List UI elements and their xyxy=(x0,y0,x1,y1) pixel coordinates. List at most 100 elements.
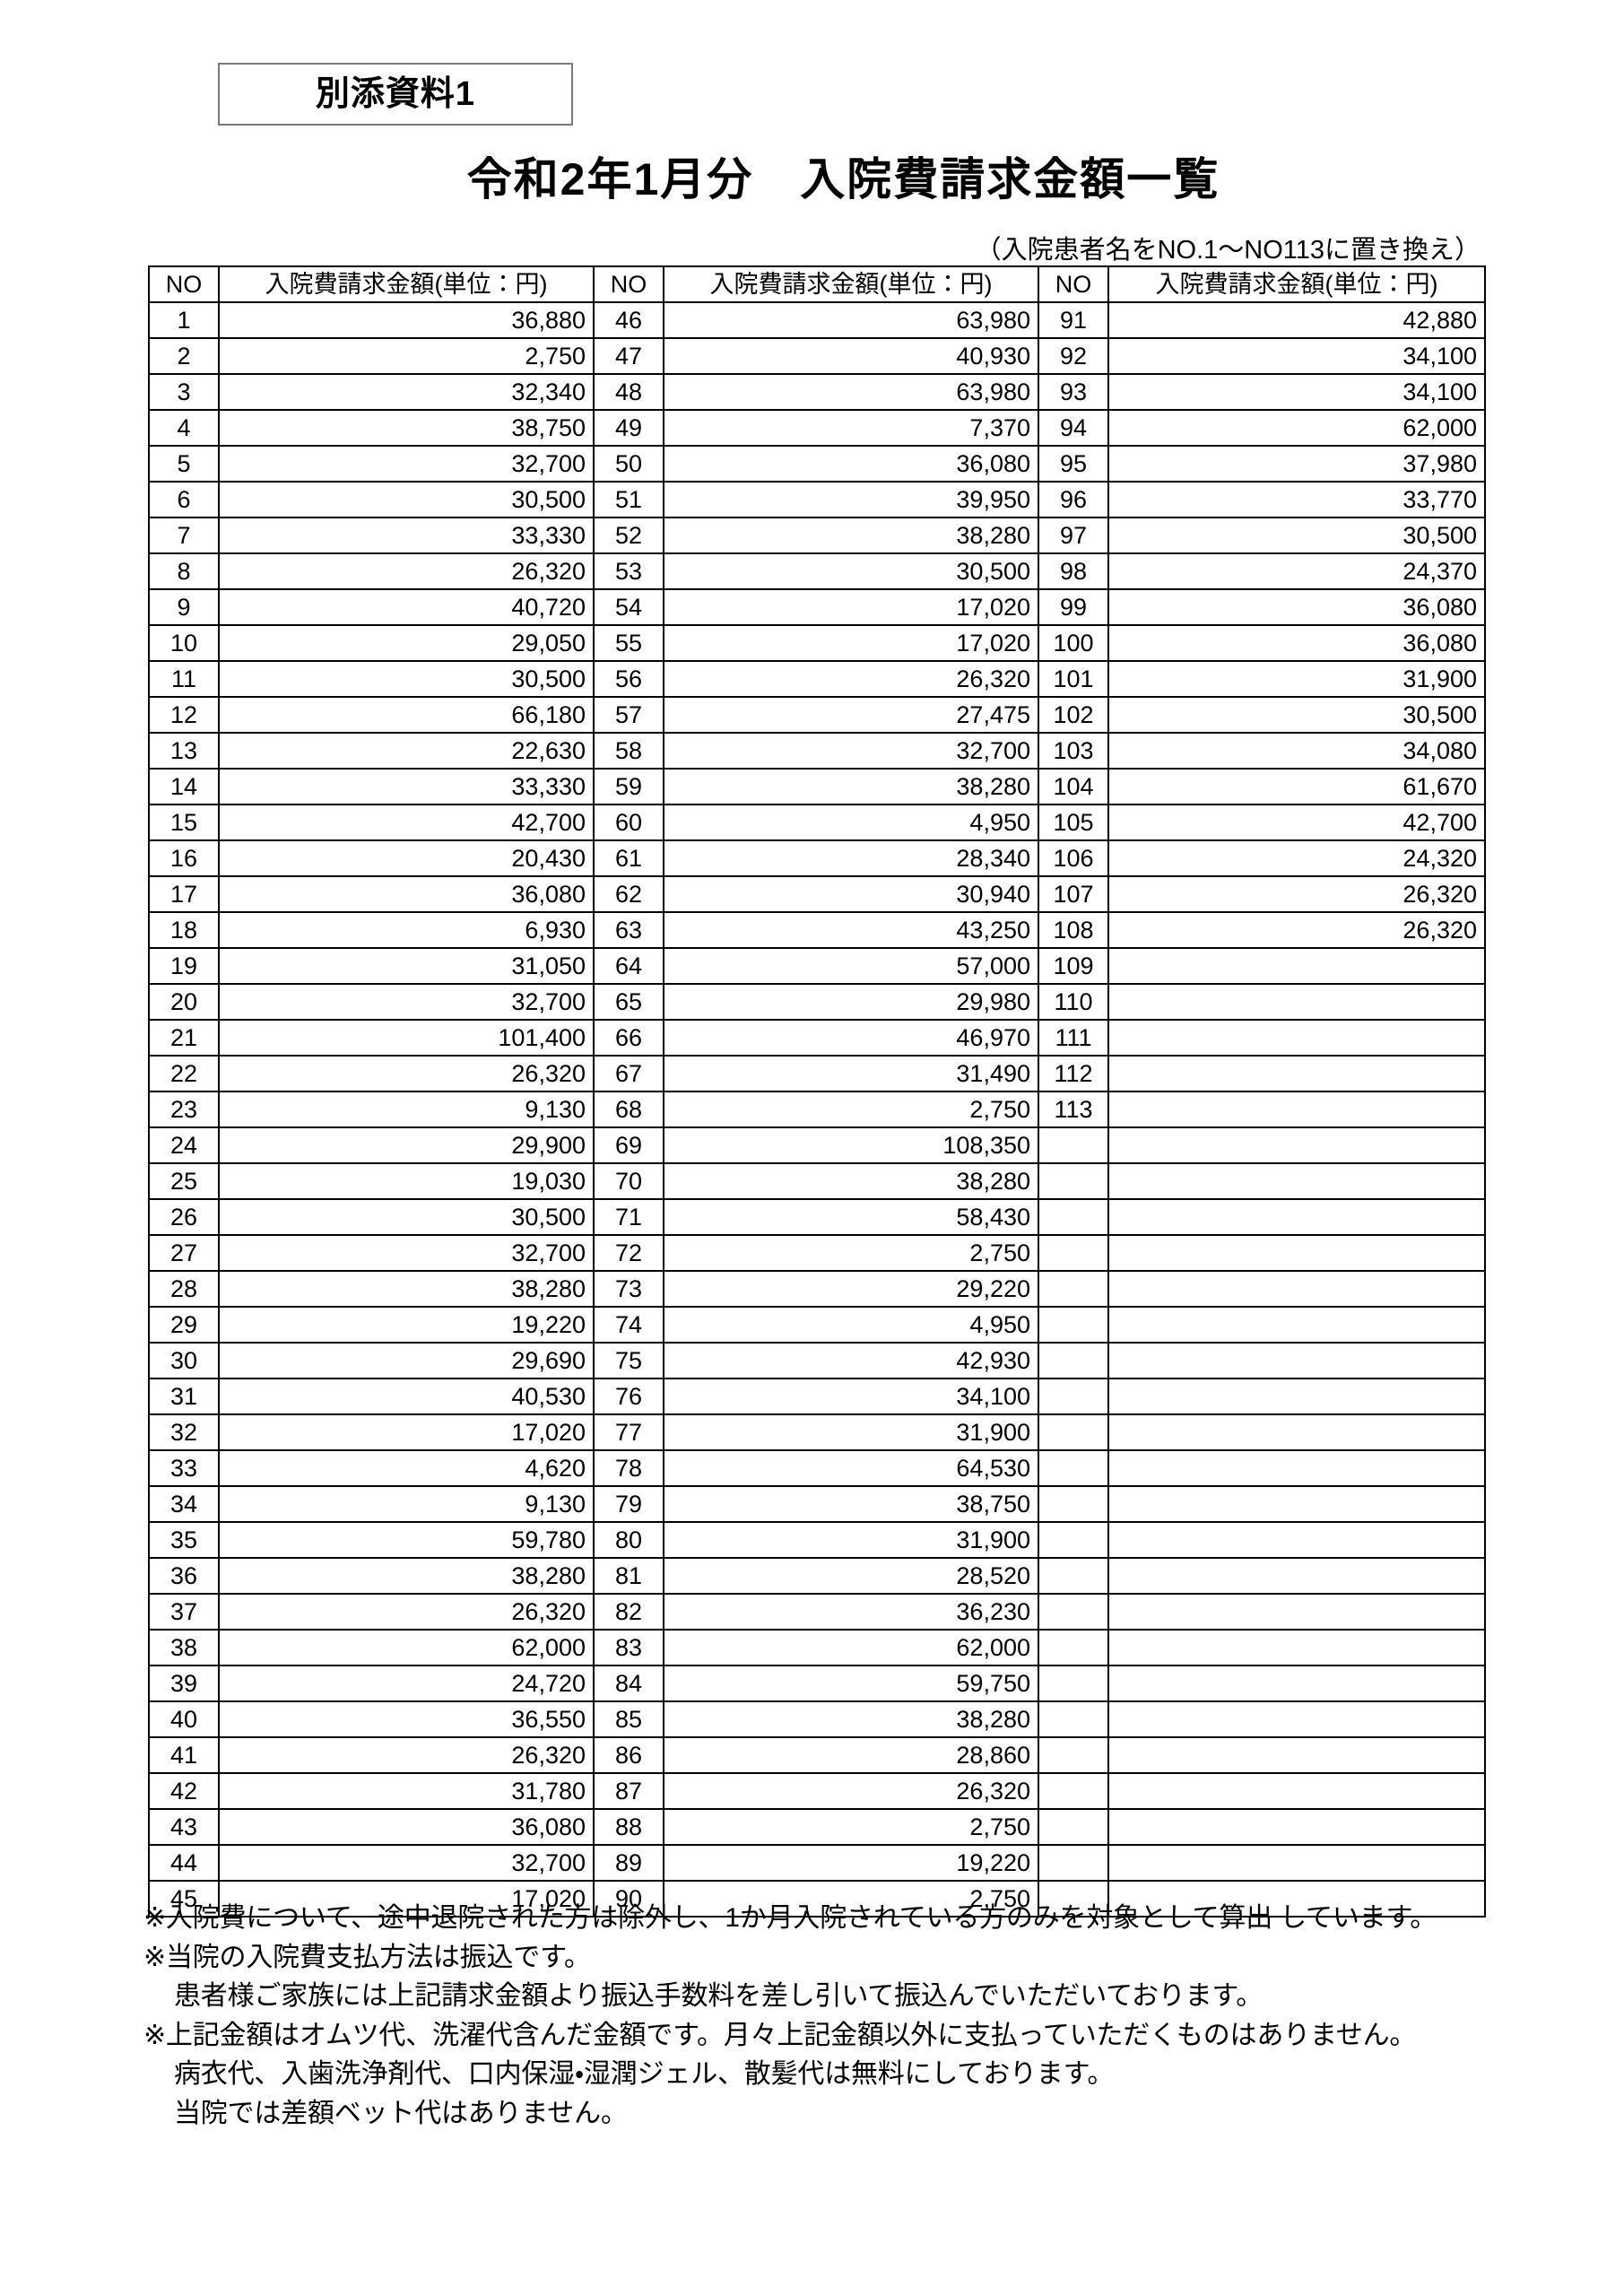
cell-amount: 6,930 xyxy=(218,911,595,949)
table-row: 40 36,550 85 38,280 xyxy=(148,1700,1486,1738)
cell-amount xyxy=(1107,1270,1486,1308)
cell-amount: 37,980 xyxy=(1107,445,1486,483)
cell-amount: 66,180 xyxy=(218,696,595,734)
cell-no xyxy=(1038,1772,1109,1810)
table-row: 14 33,330 59 38,280 104 61,670 xyxy=(148,768,1486,805)
cell-amount: 32,700 xyxy=(663,732,1039,770)
table-row: 17 36,080 62 30,940 107 26,320 xyxy=(148,875,1486,913)
table-row: 20 32,700 65 29,980 110 xyxy=(148,983,1486,1021)
cell-no: 107 xyxy=(1038,875,1109,913)
cell-no xyxy=(1038,1162,1109,1200)
cell-amount: 24,320 xyxy=(1107,839,1486,877)
cell-amount xyxy=(1107,1485,1486,1523)
cell-amount: 31,900 xyxy=(663,1521,1039,1559)
cell-amount xyxy=(1107,1126,1486,1164)
table-row: 31 40,530 76 34,100 xyxy=(148,1378,1486,1415)
table-row: 35 59,780 80 31,900 xyxy=(148,1521,1486,1559)
cell-amount: 19,030 xyxy=(218,1162,595,1200)
cell-no: 21 xyxy=(148,1019,220,1057)
table-row: 15 42,700 60 4,950 105 42,700 xyxy=(148,804,1486,841)
cell-no: 102 xyxy=(1038,696,1109,734)
table-row: 9 40,720 54 17,020 99 36,080 xyxy=(148,588,1486,626)
cell-no: 15 xyxy=(148,804,220,841)
cell-amount xyxy=(1107,1557,1486,1595)
cell-no: 100 xyxy=(1038,624,1109,662)
cell-no: 64 xyxy=(593,947,664,985)
table-row: 37 26,320 82 36,230 xyxy=(148,1593,1486,1631)
cell-no: 74 xyxy=(593,1306,664,1344)
cell-amount: 30,500 xyxy=(1107,517,1486,554)
table-row: 6 30,500 51 39,950 96 33,770 xyxy=(148,481,1486,518)
table-row: 42 31,780 87 26,320 xyxy=(148,1772,1486,1810)
cell-amount: 24,720 xyxy=(218,1665,595,1702)
cell-no: 72 xyxy=(593,1234,664,1272)
footnote-line: 病衣代、入歯洗浄剤代、口内保湿・湿潤ジェル、散髪代は無料にしております。 xyxy=(174,2059,1115,2090)
cell-no: 92 xyxy=(1038,337,1109,375)
cell-amount: 108,350 xyxy=(663,1126,1039,1164)
cell-amount: 29,690 xyxy=(218,1342,595,1379)
cell-no: 32 xyxy=(148,1413,220,1451)
cell-amount: 40,530 xyxy=(218,1378,595,1415)
cell-amount: 26,320 xyxy=(663,660,1039,698)
cell-no: 108 xyxy=(1038,911,1109,949)
cell-no: 78 xyxy=(593,1449,664,1487)
cell-amount: 26,320 xyxy=(218,1736,595,1774)
cell-no: 31 xyxy=(148,1378,220,1415)
cell-amount: 4,950 xyxy=(663,1306,1039,1344)
cell-amount xyxy=(1107,1306,1486,1344)
cell-amount: 30,500 xyxy=(1107,696,1486,734)
table-row: 25 19,030 70 38,280 xyxy=(148,1162,1486,1200)
cell-amount: 42,880 xyxy=(1107,301,1486,339)
cell-no: 110 xyxy=(1038,983,1109,1021)
cell-no: 34 xyxy=(148,1485,220,1523)
table-row: 26 30,500 71 58,430 xyxy=(148,1198,1486,1236)
cell-amount xyxy=(1107,1772,1486,1810)
cell-amount: 29,220 xyxy=(663,1270,1039,1308)
cell-no: 68 xyxy=(593,1091,664,1128)
cell-amount xyxy=(1107,1091,1486,1128)
cell-no: 99 xyxy=(1038,588,1109,626)
cell-no: 58 xyxy=(593,732,664,770)
cell-no xyxy=(1038,1413,1109,1451)
cell-amount xyxy=(1107,1198,1486,1236)
cell-no: 73 xyxy=(593,1270,664,1308)
cell-no: 47 xyxy=(593,337,664,375)
cell-amount: 26,320 xyxy=(663,1772,1039,1810)
cell-no: 12 xyxy=(148,696,220,734)
header-no-3: NO xyxy=(1038,265,1109,303)
cell-amount xyxy=(1107,1342,1486,1379)
cell-no: 24 xyxy=(148,1126,220,1164)
cell-amount: 28,520 xyxy=(663,1557,1039,1595)
table-row: 29 19,220 74 4,950 xyxy=(148,1306,1486,1344)
cell-amount: 17,020 xyxy=(663,624,1039,662)
cell-amount: 20,430 xyxy=(218,839,595,877)
cell-amount: 22,630 xyxy=(218,732,595,770)
cell-no: 8 xyxy=(148,552,220,590)
subtitle-note: （入院患者名をNO.1～NO113に置き換え） xyxy=(975,236,1481,265)
cell-amount: 36,080 xyxy=(1107,624,1486,662)
cell-no: 93 xyxy=(1038,373,1109,411)
cell-amount xyxy=(1107,947,1486,985)
table-row: 30 29,690 75 42,930 xyxy=(148,1342,1486,1379)
table-row: 36 38,280 81 28,520 xyxy=(148,1557,1486,1595)
cell-no: 5 xyxy=(148,445,220,483)
table-row: 2 2,750 47 40,930 92 34,100 xyxy=(148,337,1486,375)
cell-amount: 38,750 xyxy=(218,409,595,447)
cell-no: 66 xyxy=(593,1019,664,1057)
table-row: 44 32,700 89 19,220 xyxy=(148,1844,1486,1882)
cell-no: 25 xyxy=(148,1162,220,1200)
table-row: 3 32,340 48 63,980 93 34,100 xyxy=(148,373,1486,411)
cell-no: 95 xyxy=(1038,445,1109,483)
cell-no: 62 xyxy=(593,875,664,913)
cell-amount: 33,770 xyxy=(1107,481,1486,518)
cell-amount: 32,700 xyxy=(218,445,595,483)
cell-no: 87 xyxy=(593,1772,664,1810)
cell-amount xyxy=(1107,1593,1486,1631)
cell-amount: 38,280 xyxy=(218,1557,595,1595)
cell-amount: 17,020 xyxy=(663,588,1039,626)
cell-amount: 36,080 xyxy=(218,1808,595,1846)
cell-amount: 36,880 xyxy=(218,301,595,339)
cell-amount: 28,860 xyxy=(663,1736,1039,1774)
cell-amount: 2,750 xyxy=(218,337,595,375)
cell-no: 55 xyxy=(593,624,664,662)
